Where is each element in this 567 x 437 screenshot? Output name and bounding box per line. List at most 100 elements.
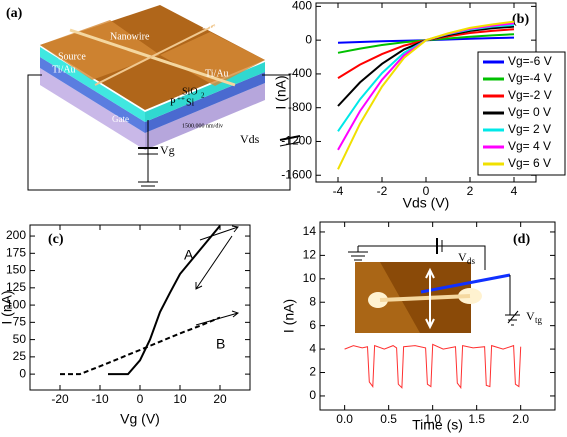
oxide-label: SiO <box>182 86 198 97</box>
contact-label: Ti/Au <box>52 64 76 75</box>
panel: -4 -2 0 2 4 400 0 -400 -800 -1200 -1600 Vds (V) I (n… <box>273 0 566 211</box>
gate-layer <box>40 68 145 150</box>
y-tick-label: 125 <box>6 280 26 294</box>
legend-label: Vg= 4 V <box>508 139 551 153</box>
legend-label: Vg=-2 V <box>508 88 552 102</box>
vds-label: ds <box>467 256 476 266</box>
y-tick-label: 100 <box>6 297 26 311</box>
plot-frame <box>29 224 251 391</box>
battery <box>279 141 301 147</box>
x-axis-label: Vg (V) <box>120 411 160 427</box>
panel: 0.0 0.5 1.0 1.5 2.0 0 2 4 6 8 10 12 14 Time (s) I (nA)… <box>281 221 556 433</box>
substrate-label: ++ <box>177 95 185 103</box>
source-pad <box>40 20 160 80</box>
legend-label: Vg=-6 V <box>508 54 552 68</box>
x-tick-label: -2 <box>377 184 388 198</box>
substrate-layer <box>145 72 265 133</box>
y-tick-label: 10 <box>303 271 317 285</box>
x-tick-label: 0.0 <box>336 412 353 426</box>
tip <box>420 273 511 294</box>
x-tick-label: 4 <box>511 184 518 198</box>
y-tick-label: 14 <box>303 224 317 238</box>
legend-label: Vg= 2 V <box>508 122 551 136</box>
y-tick-label: 0 <box>19 366 26 380</box>
x-tick-label: 0.5 <box>380 412 397 426</box>
circuit-wire <box>27 74 291 191</box>
substrate-label: Si <box>186 97 195 108</box>
x-tick-label: 0 <box>137 392 144 406</box>
source-label: Source <box>58 51 86 62</box>
data-line <box>344 343 522 390</box>
contact-label: Ti/Au <box>205 68 229 79</box>
y-tick-label: 8 <box>309 294 316 308</box>
vds-label: V <box>458 250 467 264</box>
drain-label: Drain <box>202 20 225 31</box>
x-tick-label: -20 <box>51 392 69 406</box>
y-tick-label: -400 <box>288 66 312 80</box>
y-tick-label: 4 <box>309 341 316 355</box>
panel-label: (b) <box>512 12 529 27</box>
plot-frame <box>319 221 556 411</box>
legend: Vg=-6 V Vg=-4 V Vg=-2 V Vg= 0 V Vg= 2 V Vg= 4… <box>477 51 566 176</box>
y-tick-label: -1600 <box>281 167 312 181</box>
motion-arrow <box>425 267 435 330</box>
x-tick-label: 2.0 <box>512 412 529 426</box>
arrow <box>195 310 240 326</box>
y-tick-label: 0 <box>305 32 312 46</box>
x-tick-label: 2 <box>467 184 474 198</box>
oxide-layer <box>145 62 265 122</box>
y-tick-label: 200 <box>6 228 26 242</box>
gate-label: Gate <box>112 114 129 124</box>
arrow <box>199 225 239 241</box>
nanowire-label: Nanowire <box>110 31 150 42</box>
panel-label: (a) <box>6 6 23 21</box>
annotation: B <box>216 336 225 352</box>
y-axis-label: I (nA) <box>281 299 297 333</box>
vg-label: Vg <box>160 143 175 157</box>
y-tick-label: 150 <box>6 263 26 277</box>
y-tick-label: -800 <box>288 100 312 114</box>
x-axis-label: Vds (V) <box>403 195 450 211</box>
afm-image <box>355 262 420 333</box>
nanowire <box>69 28 236 87</box>
data-line <box>60 316 221 376</box>
x-tick-label: -10 <box>91 392 109 406</box>
device-diagram: (a) Nanowire Drain Source Ti/Au Ti/Au Si… <box>6 5 301 191</box>
data-line <box>108 225 221 376</box>
panel-label: (d) <box>513 232 530 247</box>
y-tick-label: 75 <box>13 315 27 329</box>
nanowire <box>379 294 471 302</box>
y-tick-label: 175 <box>6 245 26 259</box>
inset: V ds V tg <box>348 238 543 333</box>
x-axis-label: Time (s) <box>412 417 463 433</box>
legend-label: Vg=-4 V <box>508 71 552 85</box>
oxide-label: 2 <box>201 92 205 100</box>
legend-label: Vg= 6 V <box>508 156 551 170</box>
legend-label: Vg= 0 V <box>508 105 551 119</box>
y-tick-label: 400 <box>292 0 312 13</box>
x-tick-label: 1.5 <box>468 412 485 426</box>
x-tick-label: -4 <box>333 184 344 198</box>
y-tick-label: 0 <box>309 388 316 402</box>
oxide-layer <box>40 47 145 122</box>
ground <box>348 246 368 261</box>
arrow <box>195 235 233 290</box>
annotation-arrows <box>195 225 240 326</box>
annotation: A <box>184 247 194 263</box>
y-tick-label: 6 <box>309 318 316 332</box>
y-tick-label: 2 <box>309 365 316 379</box>
panel-label: (c) <box>48 232 64 247</box>
circuit-wire <box>358 245 486 270</box>
x-tick-label: 0 <box>423 184 430 198</box>
y-tick-label: 25 <box>13 349 27 363</box>
y-axis-label: I (nA) <box>0 290 15 324</box>
vtg-label: tg <box>535 315 543 325</box>
y-tick-label: -1200 <box>281 134 312 148</box>
gate-circuit <box>505 275 520 326</box>
substrate-label: P <box>170 97 176 108</box>
electrode <box>368 292 388 308</box>
substrate-layer <box>40 57 145 133</box>
nanowire <box>94 24 216 86</box>
